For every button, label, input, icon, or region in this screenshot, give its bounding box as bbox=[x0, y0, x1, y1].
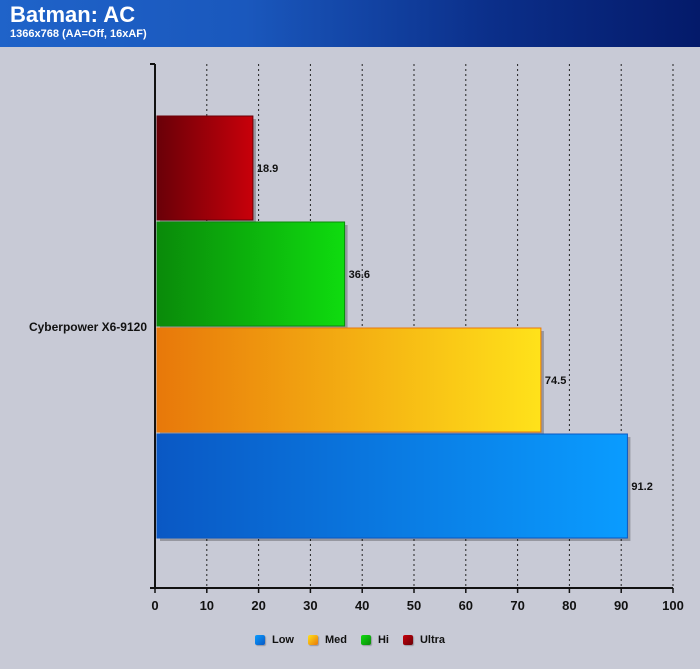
bar-low bbox=[156, 433, 628, 539]
x-tick-label-50: 50 bbox=[407, 598, 421, 613]
legend-label-med: Med bbox=[324, 634, 347, 646]
x-tick-label-30: 30 bbox=[303, 598, 317, 613]
x-tick-label-60: 60 bbox=[459, 598, 473, 613]
legend-item-hi: Hi bbox=[360, 634, 389, 646]
x-tick-label-40: 40 bbox=[355, 598, 369, 613]
legend-item-ultra: Ultra bbox=[402, 634, 446, 646]
bar-hi bbox=[156, 221, 346, 327]
legend-swatch-ultra bbox=[402, 635, 413, 645]
value-label-ultra: 18.9 bbox=[257, 163, 278, 175]
category-label: Cyberpower X6-9120 bbox=[29, 320, 147, 334]
x-tick-label-100: 100 bbox=[662, 598, 684, 613]
chart-legend: Low Med Hi Ultra bbox=[0, 632, 700, 648]
chart-header: Batman: AC 1366x768 (AA=Off, 16xAF) bbox=[0, 0, 700, 47]
legend-label-low: Low bbox=[271, 634, 294, 646]
legend-item-low: Low bbox=[254, 634, 294, 646]
legend-swatch-hi bbox=[360, 635, 371, 645]
chart-subtitle: 1366x768 (AA=Off, 16xAF) bbox=[10, 28, 147, 40]
x-tick-label-20: 20 bbox=[251, 598, 265, 613]
chart-title: Batman: AC bbox=[10, 2, 136, 27]
legend-item-med: Med bbox=[307, 634, 347, 646]
bar-med bbox=[156, 327, 542, 433]
legend-swatch-low bbox=[254, 635, 265, 645]
legend-swatch-med bbox=[307, 635, 318, 645]
legend-label-hi: Hi bbox=[377, 634, 389, 646]
value-label-hi: 36.6 bbox=[349, 269, 370, 281]
x-tick-label-0: 0 bbox=[151, 598, 158, 613]
x-tick-label-10: 10 bbox=[200, 598, 214, 613]
value-label-med: 74.5 bbox=[545, 375, 566, 387]
bar-ultra bbox=[156, 115, 254, 221]
x-tick-label-80: 80 bbox=[562, 598, 576, 613]
value-label-low: 91.2 bbox=[631, 481, 652, 493]
x-tick-label-90: 90 bbox=[614, 598, 628, 613]
x-tick-label-70: 70 bbox=[510, 598, 524, 613]
legend-label-ultra: Ultra bbox=[419, 634, 446, 646]
